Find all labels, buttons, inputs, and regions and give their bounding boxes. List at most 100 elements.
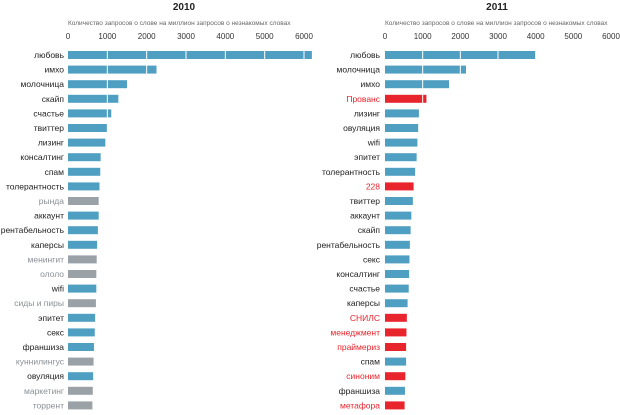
category-label-2011-15: консалтинг [336, 269, 380, 279]
bar-2011-14 [385, 255, 410, 264]
bar-2010-23 [68, 386, 93, 395]
category-label-2011-4: лизинг [354, 108, 380, 118]
chart-subtitle-2011: Количество запросов о слове на миллион з… [385, 20, 608, 27]
category-label-2011-1: молочница [337, 65, 381, 75]
bar-2010-17 [68, 299, 96, 308]
x-tick-label-2011-5000: 5000 [564, 32, 582, 41]
bar-2011-13 [385, 240, 410, 249]
category-label-2011-12: скайп [358, 225, 381, 235]
bar-2011-12 [385, 226, 411, 235]
bar-2010-11 [68, 211, 99, 220]
category-label-2010-10: рында [39, 196, 64, 206]
bar-2011-2 [385, 80, 450, 89]
category-label-2010-3: скайп [42, 94, 65, 104]
category-label-2010-21: куннилингус [16, 357, 65, 367]
category-label-2011-18: СНИЛС [350, 313, 380, 323]
category-label-2010-15: ололо [40, 269, 64, 279]
category-label-2011-3: Прованс [346, 94, 380, 104]
bar-2010-22 [68, 372, 94, 381]
category-label-2010-7: консалтинг [20, 152, 64, 162]
bar-2011-24 [385, 401, 405, 410]
bar-2010-4 [68, 109, 112, 118]
x-tick-label-2011-6000: 6000 [602, 32, 620, 41]
chart-title-2011: 2011 [486, 2, 508, 13]
category-label-2010-12: рентабельность [1, 225, 65, 235]
bar-2010-5 [68, 124, 108, 132]
x-tick-label-2010-1000: 1000 [98, 32, 116, 41]
category-label-2011-9: 228 [366, 181, 380, 191]
x-tick-label-2011-3000: 3000 [489, 32, 507, 41]
bar-2011-18 [385, 313, 407, 322]
category-label-2010-11: аккаунт [34, 211, 64, 221]
bar-2010-14 [68, 255, 97, 264]
bar-2011-7 [385, 153, 417, 162]
category-label-2011-17: каперсы [347, 298, 380, 308]
category-label-2011-23: франшиза [339, 386, 381, 396]
bar-2011-15 [385, 270, 410, 278]
bar-2011-21 [385, 357, 407, 366]
x-tick-label-2011-2000: 2000 [451, 32, 469, 41]
category-label-2010-18: эпитет [38, 313, 64, 323]
x-tick-label-2011-1000: 1000 [414, 32, 432, 41]
category-label-2010-5: твиттер [34, 123, 65, 133]
bar-2010-18 [68, 313, 96, 322]
bar-2011-20 [385, 343, 407, 351]
category-label-2010-9: толерантность [6, 181, 65, 191]
x-tick-label-2010-2000: 2000 [138, 32, 156, 41]
category-label-2010-17: сиды и пиры [14, 298, 64, 308]
category-label-2011-11: аккаунт [350, 211, 380, 221]
category-label-2010-1: имхо [45, 65, 65, 75]
category-label-2011-13: рентабельность [317, 240, 381, 250]
bar-2010-15 [68, 270, 97, 278]
category-label-2011-5: овуляция [343, 123, 380, 133]
x-tick-label-2010-4000: 4000 [216, 32, 234, 41]
chart-subtitle-2010: Количество запросов о слове на миллион з… [68, 20, 291, 27]
category-label-2011-10: твиттер [350, 196, 381, 206]
bar-2011-10 [385, 197, 413, 205]
category-label-2011-0: любовь [350, 50, 380, 60]
category-label-2010-0: любовь [34, 50, 64, 60]
bar-2011-16 [385, 284, 409, 293]
bar-2011-6 [385, 138, 418, 147]
chart-2011: 2011 Количество запросов о слове на милл… [317, 2, 620, 412]
bar-2011-1 [385, 65, 466, 74]
bar-2011-3 [385, 94, 427, 103]
bar-2010-1 [68, 65, 157, 74]
x-tick-label-2010-3000: 3000 [177, 32, 195, 41]
category-label-2011-16: счастье [349, 284, 380, 294]
category-label-2010-13: каперсы [31, 240, 64, 250]
bar-2010-8 [68, 167, 101, 176]
category-label-2010-20: франшиза [23, 342, 65, 352]
category-label-2010-4: счастье [33, 108, 64, 118]
bar-2010-12 [68, 226, 98, 235]
category-label-2011-8: толерантность [322, 167, 381, 177]
bar-2010-13 [68, 240, 98, 249]
bar-2011-9 [385, 182, 414, 191]
category-label-2010-19: секс [47, 327, 65, 337]
category-label-2011-14: секс [363, 254, 381, 264]
bar-2011-23 [385, 386, 405, 395]
bar-2011-17 [385, 299, 408, 308]
category-label-2011-20: праймериз [337, 342, 380, 352]
x-tick-label-2010-0: 0 [66, 32, 71, 41]
bar-2011-8 [385, 167, 416, 176]
bar-2010-6 [68, 138, 106, 147]
category-label-2010-16: wifi [51, 284, 64, 294]
category-label-2010-24: торрент [33, 400, 64, 410]
x-tick-label-2011-4000: 4000 [527, 32, 545, 41]
bar-2010-3 [68, 94, 119, 103]
bar-2011-19 [385, 328, 407, 337]
category-label-2010-2: молочница [21, 79, 65, 89]
bar-2011-22 [385, 372, 406, 381]
x-tick-label-2011-0: 0 [383, 32, 388, 41]
x-tick-label-2010-5000: 5000 [256, 32, 274, 41]
bar-2010-10 [68, 197, 99, 205]
bar-2011-4 [385, 109, 419, 118]
category-label-2011-2: имхо [361, 79, 381, 89]
category-label-2010-23: маркетинг [24, 386, 64, 396]
category-label-2011-21: спам [361, 357, 381, 367]
bar-2010-19 [68, 328, 95, 337]
x-tick-label-2010-6000: 6000 [295, 32, 313, 41]
category-label-2011-6: wifi [367, 138, 380, 148]
